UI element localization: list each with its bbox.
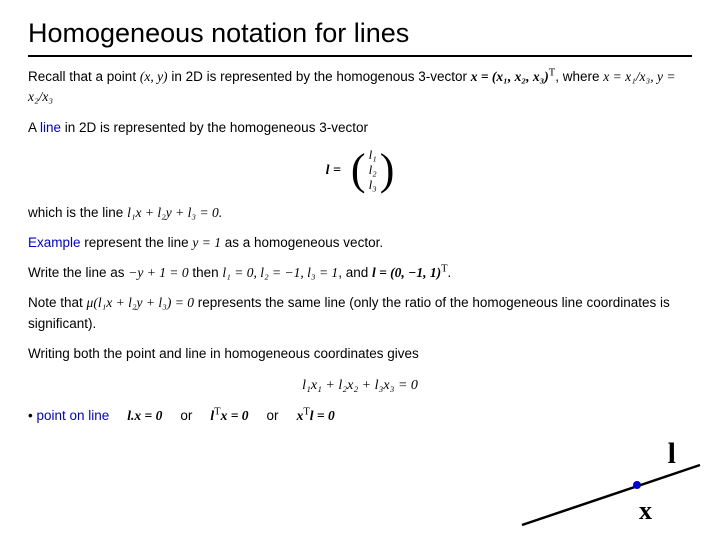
para-which-is: which is the line l₁x + l₂y + l₃ = 0. [28, 203, 692, 223]
eq-homogeneous: l₁x₁ + l₂x₂ + l₃x₃ = 0 [28, 374, 692, 396]
line-vector-eq: l = ( l₁ l₂ l₃ ) [28, 148, 692, 193]
diagram-x-label: x [639, 496, 652, 526]
eq-xTl: xTl = 0 [297, 406, 335, 426]
title-rule [28, 55, 692, 57]
eq-dot: l.x = 0 [127, 406, 162, 426]
para-recall: Recall that a point (x, y) in 2D is repr… [28, 67, 692, 108]
para-note: Note that μ(l₁x + l₂y + l₃) = 0 represen… [28, 293, 692, 334]
line-point-diagram: l x [502, 437, 702, 532]
diagram-point [633, 481, 641, 489]
diagram-l-label: l [668, 437, 676, 471]
para-line-def: A line in 2D is represented by the homog… [28, 118, 692, 138]
eq-lTx: lTx = 0 [210, 406, 248, 426]
diagram-line [522, 465, 700, 525]
para-writing-both: Writing both the point and line in homog… [28, 344, 692, 364]
para-example: Example represent the line y = 1 as a ho… [28, 233, 692, 253]
para-write-line: Write the line as −y + 1 = 0 then l₁ = 0… [28, 263, 692, 283]
slide-title: Homogeneous notation for lines [28, 18, 692, 49]
point-on-line-row: • point on line l.x = 0 or lTx = 0 or xT… [28, 406, 692, 426]
